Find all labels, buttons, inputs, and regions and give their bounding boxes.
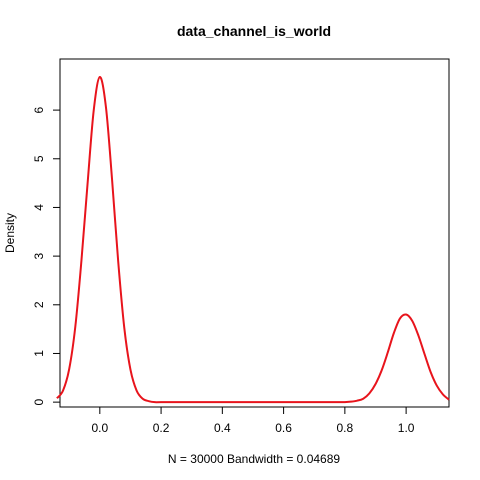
- x-tick-label: 1.0: [398, 421, 415, 435]
- density-line: [56, 76, 450, 404]
- plot-frame: [59, 58, 450, 408]
- x-tick-label: 0.6: [275, 421, 292, 435]
- y-tick-label: 1: [32, 350, 46, 357]
- y-tick-label: 6: [32, 106, 46, 113]
- y-tick-label: 2: [32, 301, 46, 308]
- y-tick-label: 0: [32, 398, 46, 405]
- y-tick-label: 3: [32, 252, 46, 259]
- x-axis: 0.0 0.2 0.4 0.6 0.8 1.0: [91, 406, 415, 435]
- y-axis-label: Density: [3, 213, 17, 253]
- x-tick-label: 0.0: [91, 421, 108, 435]
- x-tick-label: 0.2: [153, 421, 170, 435]
- chart-title: data_channel_is_world: [177, 23, 331, 39]
- x-axis-label: N = 30000 Bandwidth = 0.04689: [168, 452, 340, 466]
- y-tick-label: 4: [32, 204, 46, 211]
- y-tick-label: 5: [32, 155, 46, 162]
- y-axis: 0 1 2 3 4 5 6: [32, 106, 61, 405]
- x-tick-label: 0.8: [337, 421, 354, 435]
- x-tick-label: 0.4: [214, 421, 231, 435]
